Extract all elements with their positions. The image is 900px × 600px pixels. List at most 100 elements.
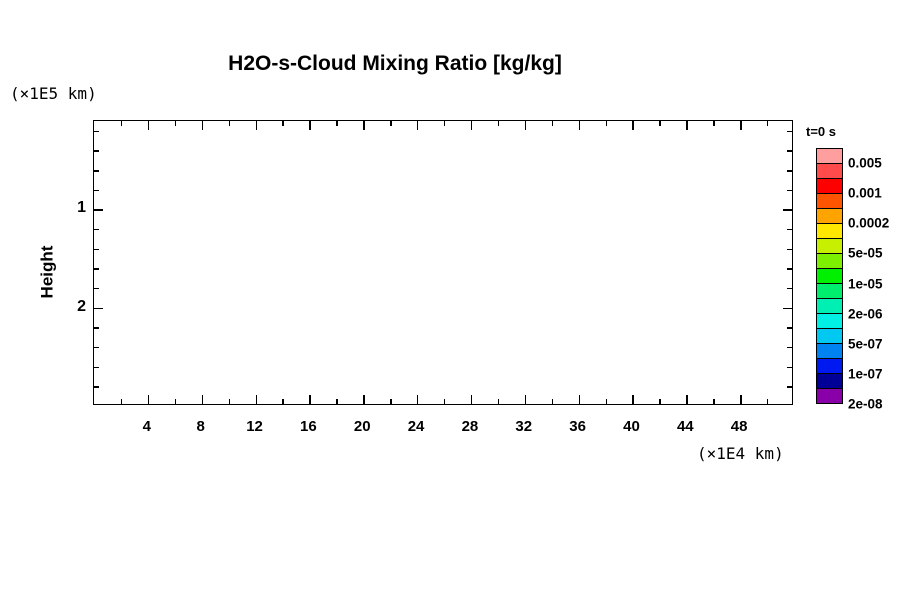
x-axis-tick	[551, 399, 554, 404]
y-axis-tick	[94, 130, 99, 133]
x-axis-tick	[659, 121, 661, 126]
y-axis-tick	[783, 307, 792, 310]
x-axis-tick	[390, 121, 392, 126]
x-axis-tick	[201, 395, 204, 404]
y-axis-tick	[787, 248, 792, 251]
x-axis-tick	[713, 121, 715, 126]
x-tick-label: 36	[569, 418, 586, 435]
x-axis-tick	[282, 399, 284, 404]
x-axis-tick	[336, 121, 338, 126]
y-axis-tick	[94, 189, 99, 192]
y-axis-tick	[94, 347, 99, 349]
y-axis-tick	[787, 268, 792, 270]
x-axis-tick	[309, 121, 311, 130]
x-axis-tick	[174, 399, 177, 404]
colorbar-tick-label: 2e-06	[848, 306, 883, 322]
x-axis-tick	[605, 399, 607, 404]
colorbar-tick-label: 0.005	[848, 155, 882, 171]
x-axis-tick	[740, 395, 742, 404]
x-axis-tick	[336, 399, 338, 404]
y-axis-tick	[787, 130, 792, 133]
x-axis-tick	[578, 395, 580, 404]
colorbar-band	[817, 314, 842, 329]
y-axis-tick	[94, 327, 99, 329]
x-tick-label: 16	[300, 418, 317, 435]
y-tick-label: 2	[77, 297, 86, 315]
x-axis-unit-label: (×1E4 km)	[697, 444, 784, 463]
y-axis-tick	[94, 229, 99, 231]
x-tick-label: 28	[461, 418, 479, 435]
x-axis-tick	[767, 399, 769, 404]
plot-area	[93, 120, 793, 405]
colorbar-tick-label: 2e-08	[848, 396, 883, 412]
y-axis-tick	[94, 366, 99, 369]
x-axis-tick	[632, 121, 634, 130]
x-axis-tick	[659, 399, 661, 404]
x-axis-tick	[147, 121, 150, 130]
x-tick-label: 24	[407, 418, 425, 435]
y-axis-tick	[94, 150, 99, 152]
colorbar-tick-label: 0.0002	[848, 215, 890, 231]
x-axis-tick	[686, 395, 688, 404]
colorbar-band	[817, 179, 842, 194]
y-axis-tick	[94, 288, 99, 290]
x-axis-tick	[740, 121, 742, 130]
y-axis-tick	[94, 170, 99, 172]
colorbar-band	[817, 299, 842, 314]
colorbar-tick-label: 5e-05	[848, 245, 883, 261]
colorbar	[816, 148, 843, 404]
colorbar-tick-label: 1e-07	[848, 366, 883, 382]
colorbar-band	[817, 209, 842, 224]
x-axis-tick	[497, 121, 500, 126]
x-axis-tick	[470, 395, 473, 404]
y-axis-tick	[94, 209, 103, 211]
x-axis-tick	[120, 121, 123, 126]
x-tick-label: 12	[246, 418, 263, 435]
y-axis-tick	[787, 366, 792, 369]
x-axis-tick	[255, 121, 257, 130]
colorbar-tick-label: 1e-05	[848, 276, 883, 292]
x-axis-tick	[417, 395, 419, 404]
x-tick-label: 40	[623, 418, 640, 435]
x-tick-label: 20	[353, 418, 371, 435]
x-axis-tick	[417, 121, 419, 130]
y-tick-label: 1	[77, 199, 86, 217]
colorbar-band	[817, 284, 842, 299]
y-axis-tick	[787, 229, 792, 231]
x-axis-tick	[524, 395, 527, 404]
x-tick-label: 8	[196, 418, 205, 435]
colorbar-tick-label: 0.001	[848, 185, 882, 201]
y-axis-title: Height	[37, 245, 57, 299]
x-tick-label: 32	[515, 418, 533, 435]
colorbar-band	[817, 239, 842, 254]
x-axis-tick	[363, 395, 365, 404]
y-axis-tick	[94, 248, 99, 251]
x-axis-tick	[686, 121, 688, 130]
y-axis-tick	[94, 386, 99, 388]
colorbar-band	[817, 374, 842, 389]
x-tick-label: 4	[142, 418, 152, 435]
x-axis-tick	[201, 121, 204, 130]
x-axis-tick	[470, 121, 473, 130]
x-axis-tick	[390, 399, 392, 404]
y-axis-tick	[787, 347, 792, 349]
y-axis-unit-label: (×1E5 km)	[10, 84, 97, 103]
x-axis-tick	[147, 395, 150, 404]
colorbar-band	[817, 344, 842, 359]
y-axis-tick	[94, 307, 103, 310]
x-axis-tick	[767, 121, 769, 126]
colorbar-band	[817, 269, 842, 284]
x-axis-tick	[282, 121, 284, 126]
x-axis-tick	[309, 395, 311, 404]
y-axis-tick	[787, 189, 792, 192]
x-axis-tick	[578, 121, 580, 130]
y-axis-tick	[787, 386, 792, 388]
x-axis-tick	[713, 399, 715, 404]
colorbar-band	[817, 149, 842, 164]
x-axis-tick	[174, 121, 177, 126]
x-tick-label: 48	[730, 418, 748, 435]
colorbar-band	[817, 164, 842, 179]
x-axis-tick	[524, 121, 527, 130]
colorbar-band	[817, 224, 842, 239]
